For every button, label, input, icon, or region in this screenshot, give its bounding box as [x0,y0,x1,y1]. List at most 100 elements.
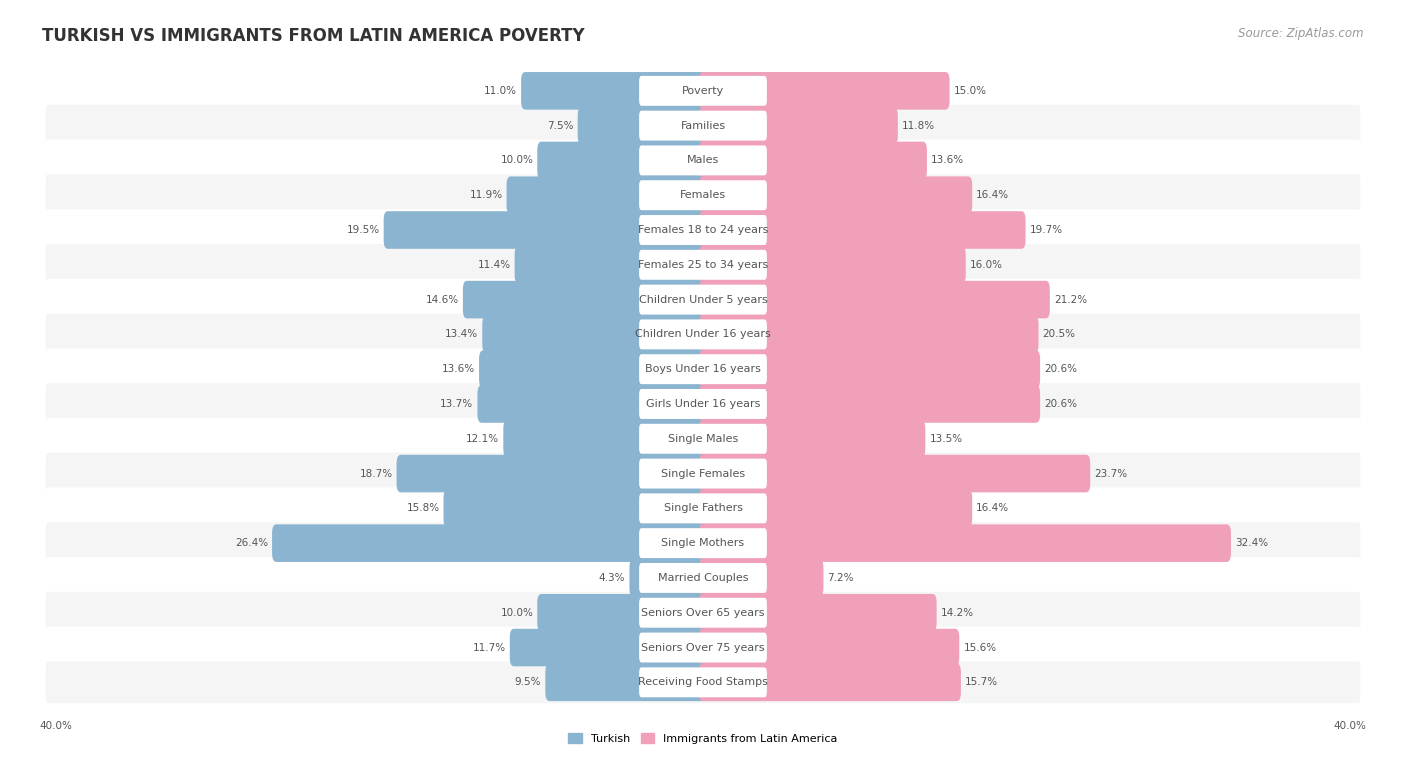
Text: 23.7%: 23.7% [1094,468,1128,478]
Text: 13.6%: 13.6% [931,155,965,165]
Text: 13.6%: 13.6% [441,364,475,374]
FancyBboxPatch shape [384,211,707,249]
FancyBboxPatch shape [640,319,766,349]
FancyBboxPatch shape [640,389,766,419]
FancyBboxPatch shape [482,315,707,353]
Text: 21.2%: 21.2% [1054,295,1087,305]
FancyBboxPatch shape [46,174,1360,216]
Text: 7.2%: 7.2% [828,573,853,583]
FancyBboxPatch shape [537,142,707,179]
FancyBboxPatch shape [46,418,1360,459]
Text: Children Under 16 years: Children Under 16 years [636,330,770,340]
Text: 20.6%: 20.6% [1045,364,1077,374]
Text: Single Males: Single Males [668,434,738,443]
FancyBboxPatch shape [699,350,1040,388]
FancyBboxPatch shape [273,525,707,562]
Text: 10.0%: 10.0% [501,608,533,618]
FancyBboxPatch shape [640,76,766,106]
FancyBboxPatch shape [46,453,1360,494]
FancyBboxPatch shape [46,244,1360,286]
Text: 20.6%: 20.6% [1045,399,1077,409]
FancyBboxPatch shape [640,667,766,697]
Text: 14.6%: 14.6% [426,295,458,305]
Text: Males: Males [688,155,718,165]
Text: 11.8%: 11.8% [901,121,935,130]
FancyBboxPatch shape [479,350,707,388]
Text: 15.8%: 15.8% [406,503,440,513]
FancyBboxPatch shape [522,72,707,110]
FancyBboxPatch shape [46,139,1360,181]
FancyBboxPatch shape [640,285,766,315]
FancyBboxPatch shape [699,315,1039,353]
FancyBboxPatch shape [46,105,1360,146]
Text: 15.7%: 15.7% [965,678,998,688]
FancyBboxPatch shape [640,250,766,280]
FancyBboxPatch shape [699,525,1230,562]
FancyBboxPatch shape [699,280,1050,318]
FancyBboxPatch shape [46,383,1360,424]
FancyBboxPatch shape [699,663,960,701]
Text: 12.1%: 12.1% [467,434,499,443]
Text: Single Females: Single Females [661,468,745,478]
FancyBboxPatch shape [510,628,707,666]
FancyBboxPatch shape [640,493,766,523]
FancyBboxPatch shape [463,280,707,318]
Text: 13.5%: 13.5% [929,434,963,443]
Text: Females 18 to 24 years: Females 18 to 24 years [638,225,768,235]
Text: Single Fathers: Single Fathers [664,503,742,513]
Text: 11.7%: 11.7% [472,643,506,653]
FancyBboxPatch shape [46,209,1360,251]
Text: 11.9%: 11.9% [470,190,502,200]
FancyBboxPatch shape [630,559,707,597]
FancyBboxPatch shape [699,211,1025,249]
FancyBboxPatch shape [640,424,766,454]
Text: Receiving Food Stamps: Receiving Food Stamps [638,678,768,688]
FancyBboxPatch shape [699,455,1090,493]
Text: 13.4%: 13.4% [446,330,478,340]
Text: Seniors Over 65 years: Seniors Over 65 years [641,608,765,618]
Text: Boys Under 16 years: Boys Under 16 years [645,364,761,374]
Text: 18.7%: 18.7% [360,468,392,478]
Text: TURKISH VS IMMIGRANTS FROM LATIN AMERICA POVERTY: TURKISH VS IMMIGRANTS FROM LATIN AMERICA… [42,27,585,45]
Text: 14.2%: 14.2% [941,608,974,618]
Text: 19.5%: 19.5% [346,225,380,235]
Text: Poverty: Poverty [682,86,724,96]
FancyBboxPatch shape [46,557,1360,599]
Text: 16.4%: 16.4% [976,503,1010,513]
FancyBboxPatch shape [506,177,707,214]
Text: 32.4%: 32.4% [1234,538,1268,548]
FancyBboxPatch shape [699,594,936,631]
FancyBboxPatch shape [46,70,1360,111]
FancyBboxPatch shape [640,180,766,210]
Text: 15.0%: 15.0% [953,86,987,96]
Text: 16.0%: 16.0% [970,260,1002,270]
Text: 7.5%: 7.5% [547,121,574,130]
Text: 20.5%: 20.5% [1043,330,1076,340]
FancyBboxPatch shape [478,385,707,423]
FancyBboxPatch shape [640,215,766,245]
Text: Females: Females [681,190,725,200]
Text: 11.4%: 11.4% [478,260,510,270]
FancyBboxPatch shape [46,349,1360,390]
FancyBboxPatch shape [699,490,972,527]
FancyBboxPatch shape [578,107,707,145]
Text: 4.3%: 4.3% [599,573,626,583]
Legend: Turkish, Immigrants from Latin America: Turkish, Immigrants from Latin America [565,730,841,747]
FancyBboxPatch shape [46,627,1360,669]
Text: Married Couples: Married Couples [658,573,748,583]
Text: Girls Under 16 years: Girls Under 16 years [645,399,761,409]
FancyBboxPatch shape [699,72,949,110]
FancyBboxPatch shape [699,385,1040,423]
FancyBboxPatch shape [699,628,959,666]
FancyBboxPatch shape [537,594,707,631]
FancyBboxPatch shape [699,246,966,283]
Text: 13.7%: 13.7% [440,399,474,409]
Text: Females 25 to 34 years: Females 25 to 34 years [638,260,768,270]
FancyBboxPatch shape [640,528,766,558]
FancyBboxPatch shape [46,522,1360,564]
FancyBboxPatch shape [546,663,707,701]
FancyBboxPatch shape [46,279,1360,321]
FancyBboxPatch shape [503,420,707,458]
FancyBboxPatch shape [640,459,766,488]
FancyBboxPatch shape [46,592,1360,634]
